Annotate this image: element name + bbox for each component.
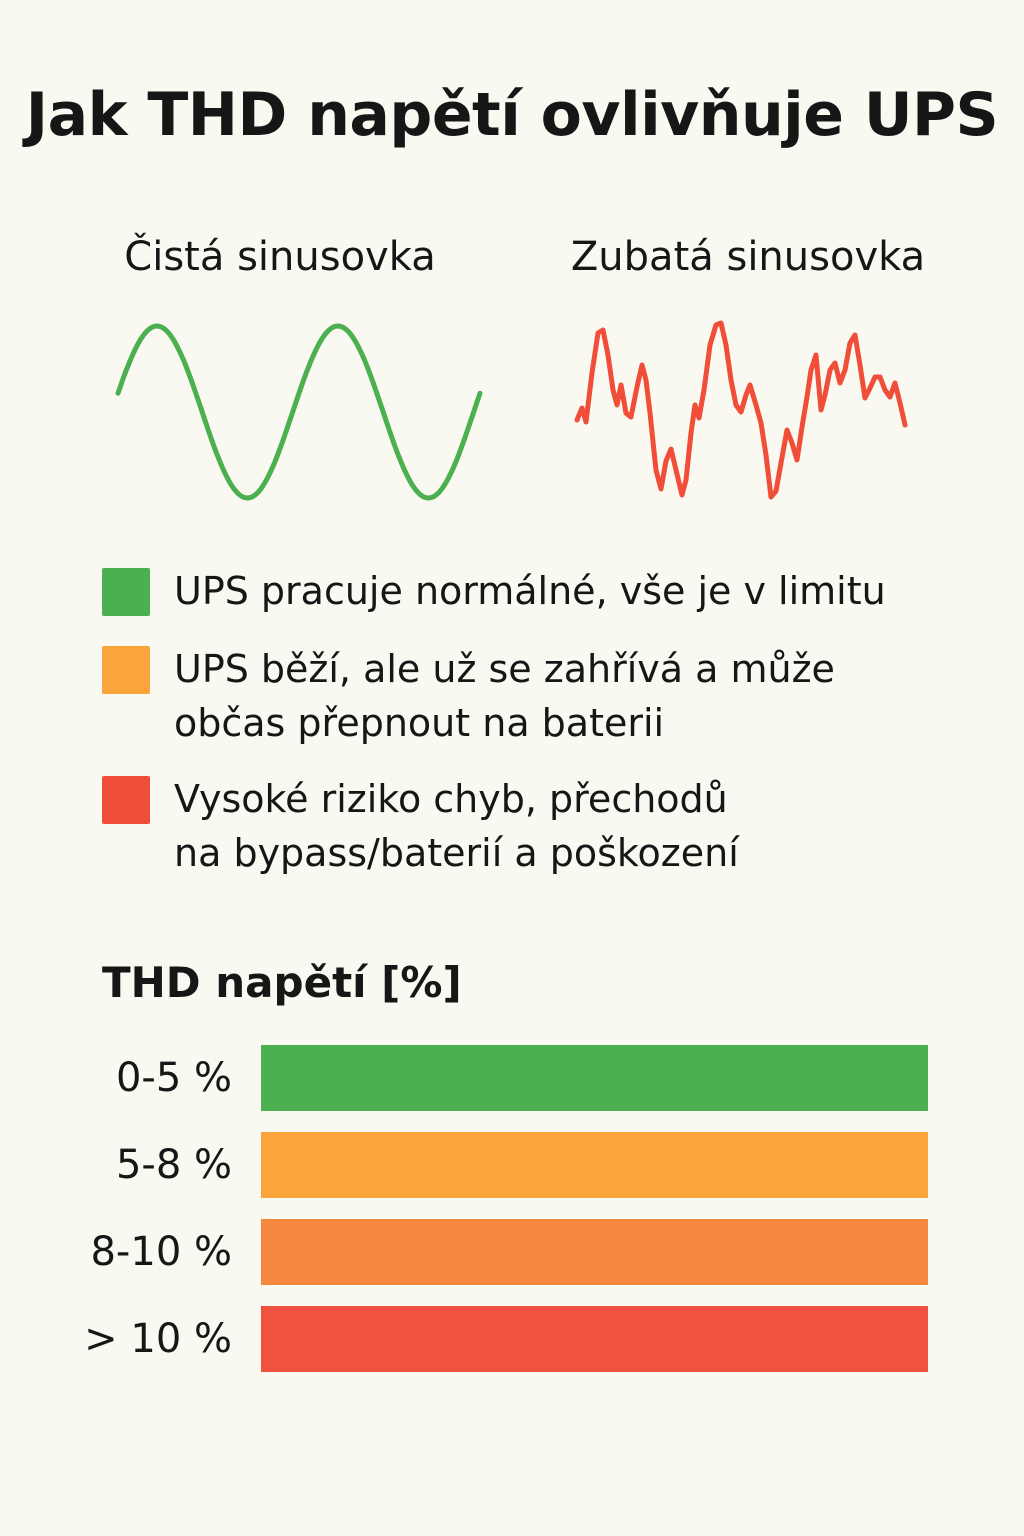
legend-text-warning: UPS běží, ale už se zahřívá a může občas… [174,647,835,745]
legend-swatch-orange [102,646,150,694]
legend-text-danger: Vysoké riziko chyb, přechodů na bypass/b… [174,777,739,875]
thd-row-label: > 10 % [84,1316,232,1362]
legend-swatch-red [102,776,150,824]
thd-bar-0-5 [261,1045,928,1111]
thd-bar-5-8 [261,1132,928,1198]
thd-bar-8-10 [261,1219,928,1285]
clean-sine-label: Čistá sinusovka [124,234,436,280]
legend-text-normal: UPS pracuje normálné, vše je v limitu [174,569,886,613]
legend-swatch-green [102,568,150,616]
thd-scale-title: THD napětí [%] [102,958,462,1007]
page-title: Jak THD napětí ovlivňuje UPS [25,80,999,150]
thd-bar-over-10 [261,1306,928,1372]
thd-row-over-10: > 10 % [0,1306,1024,1372]
thd-row-label: 8-10 % [90,1229,232,1275]
jagged-sine-label: Zubatá sinusovka [570,234,926,280]
thd-row-0-5: 0-5 % [0,1045,1024,1111]
thd-row-label: 5-8 % [115,1142,232,1188]
thd-row-8-10: 8-10 % [0,1219,1024,1285]
thd-row-label: 0-5 % [115,1055,232,1101]
clean-sine-wave [115,323,483,501]
thd-row-5-8: 5-8 % [0,1132,1024,1198]
jagged-sine-wave [574,320,908,500]
